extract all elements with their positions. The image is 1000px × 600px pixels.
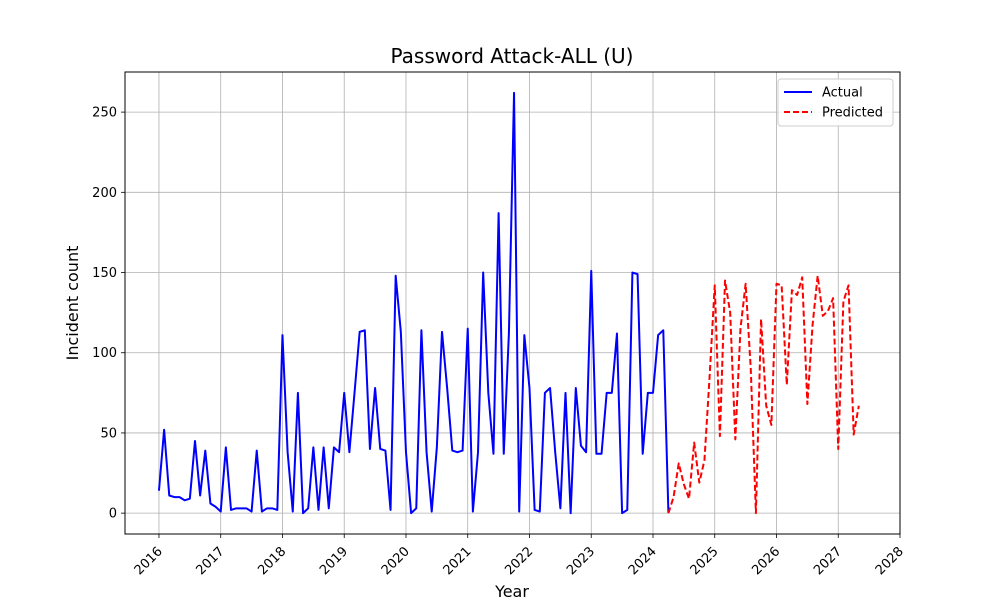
x-tick-label: 2021 [441, 544, 475, 578]
y-tick-label: 200 [92, 186, 117, 201]
y-tick-label: 0 [109, 507, 117, 522]
legend-frame [777, 78, 894, 127]
x-tick-label: 2027 [811, 544, 845, 578]
plot-frame [124, 71, 901, 535]
x-tick-label: 2028 [873, 544, 907, 578]
y-axis-title: Incident count [63, 246, 82, 361]
x-tick-label: 2023 [564, 544, 598, 578]
x-tick-label: 2026 [749, 544, 783, 578]
x-axis-title: Year [494, 582, 529, 600]
legend: Actual Predicted [777, 78, 894, 127]
y-tick-label: 150 [92, 266, 117, 281]
legend-label-predicted: Predicted [822, 106, 883, 121]
y-tick-label: 50 [100, 426, 117, 441]
chart-title: Password Attack-ALL (U) [391, 44, 634, 68]
x-tick-label: 2016 [132, 544, 166, 578]
y-tick-label: 100 [92, 346, 117, 361]
y-tick-label: 250 [92, 106, 117, 121]
x-tick-label: 2024 [626, 544, 660, 578]
x-tick-label: 2020 [379, 544, 413, 578]
x-tick-label: 2022 [502, 544, 536, 578]
series-line-predicted [667, 274, 860, 515]
x-tick-label: 2017 [194, 544, 228, 578]
legend-label-actual: Actual [822, 86, 863, 101]
x-tick-label: 2018 [255, 544, 289, 578]
series-line-actual [157, 91, 670, 515]
plot-series [157, 91, 860, 515]
x-tick-label: 2019 [317, 544, 351, 578]
x-tick-label: 2025 [688, 544, 722, 578]
